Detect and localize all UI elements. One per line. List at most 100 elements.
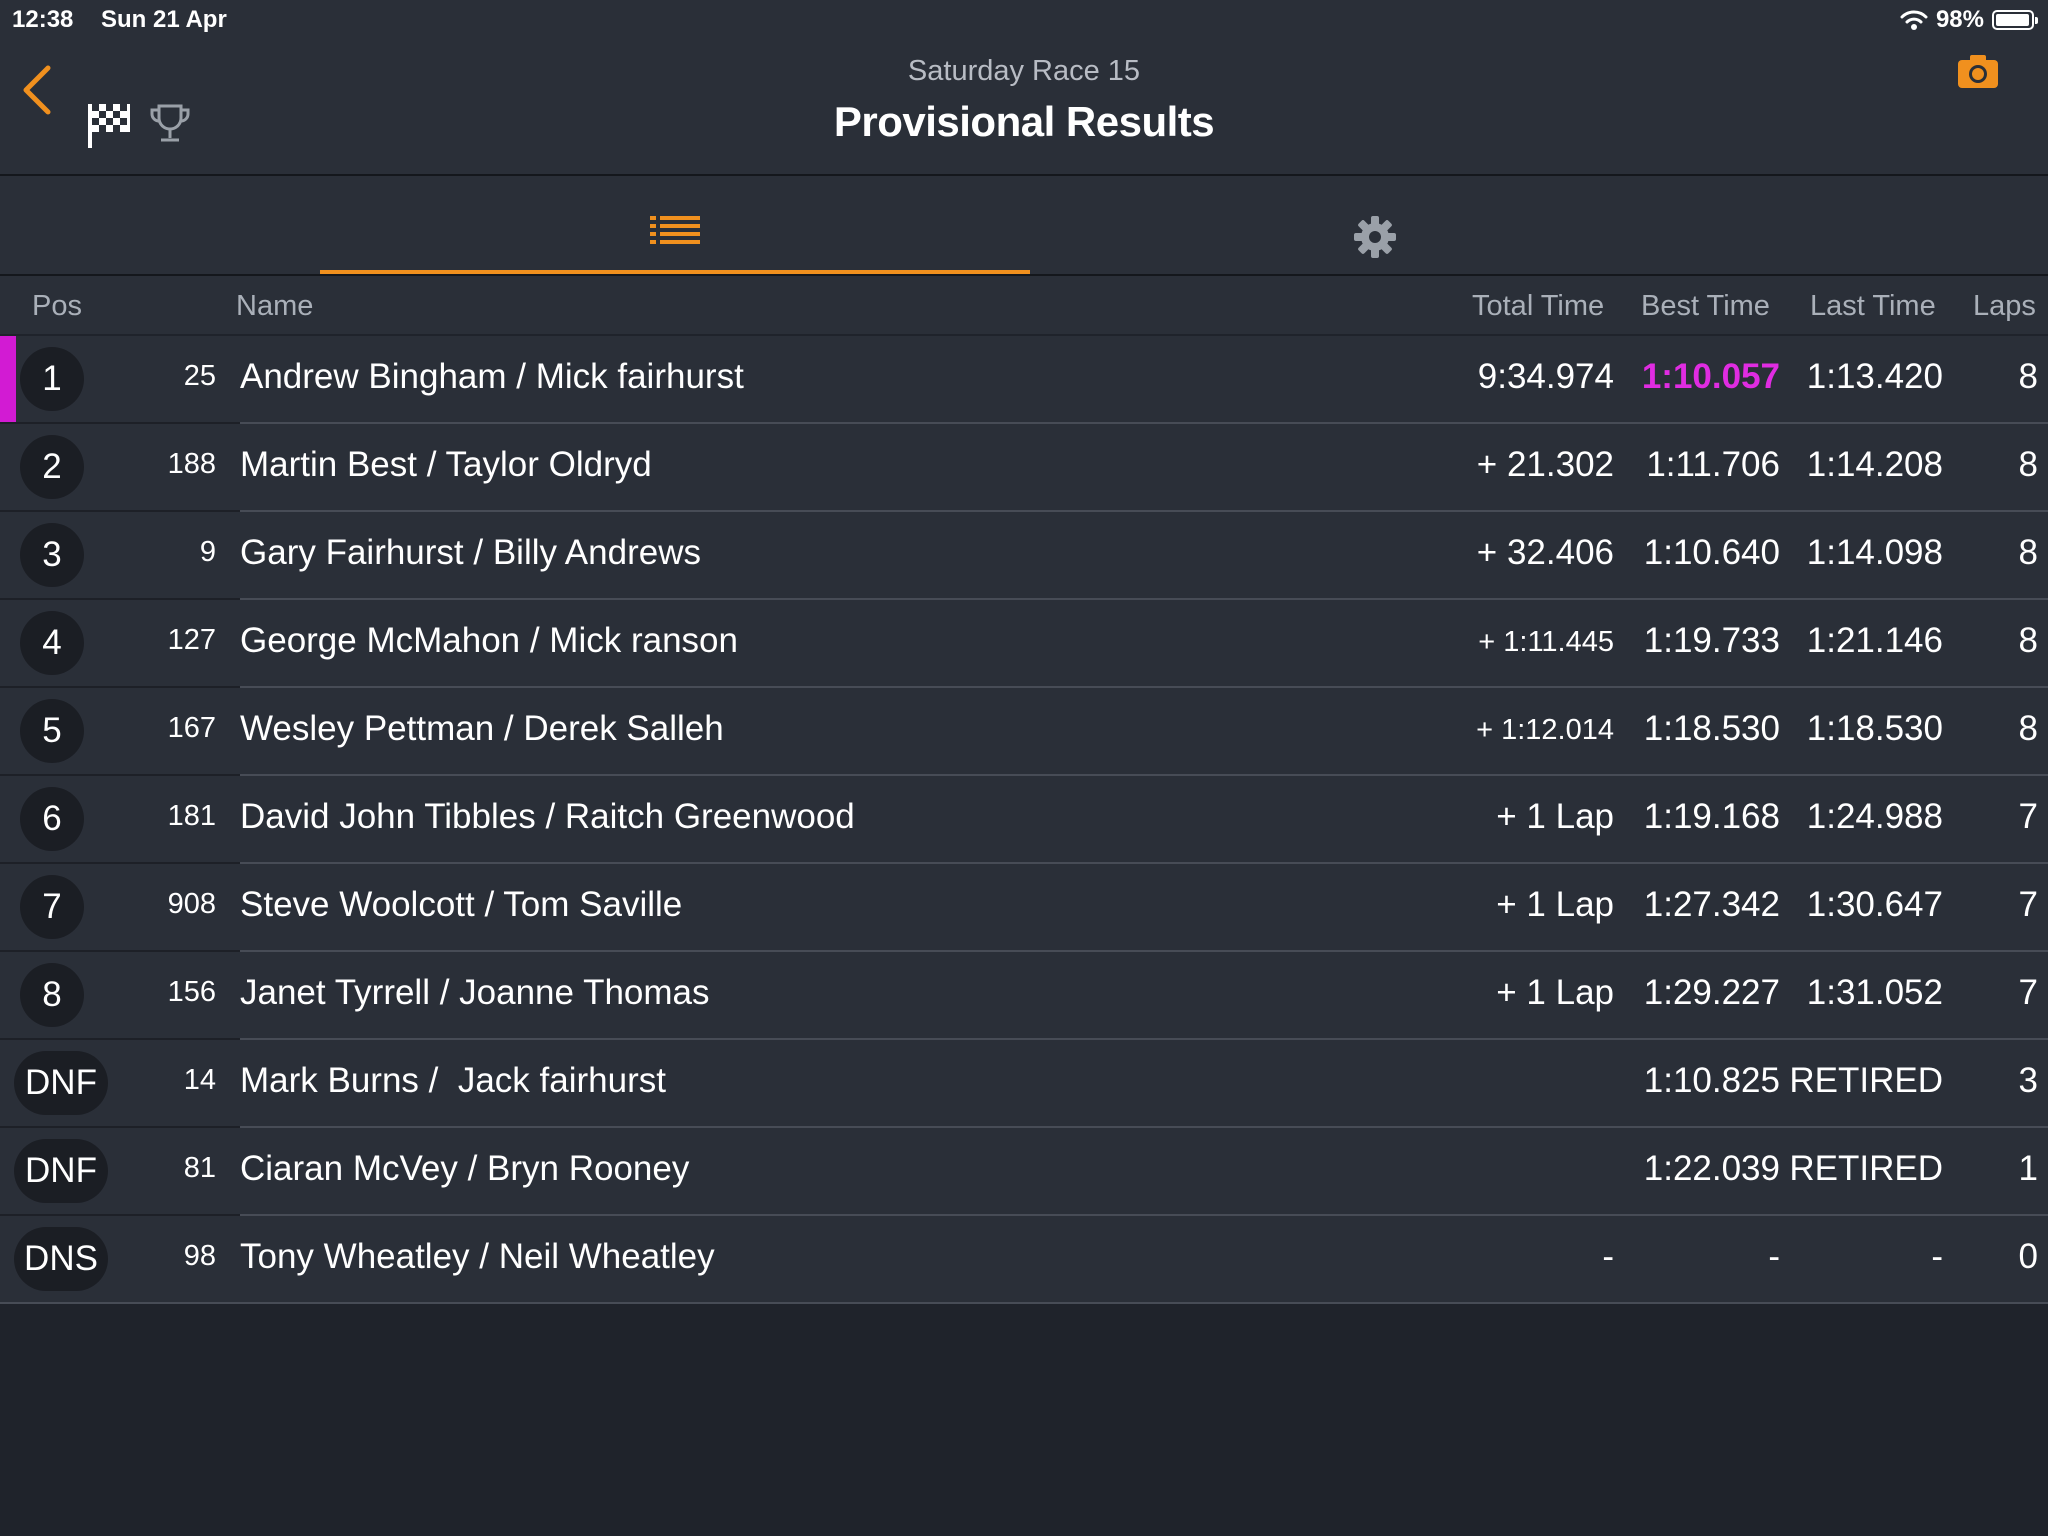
col-name[interactable]: Name [236,290,314,322]
best-time-fastest: 1:10.057 [1641,357,1780,396]
race-number: 167 [167,712,216,744]
driver-names: Mark Burns / Jack fairhurst [240,1061,666,1100]
laps: 7 [2018,885,2038,924]
race-number: 181 [167,800,216,832]
best-time: 1:19.733 [1643,621,1780,660]
last-time: 1:14.098 [1806,533,1943,572]
trophy-icon[interactable] [148,102,192,146]
wifi-icon [1900,10,1928,30]
col-laps[interactable]: Laps [1973,290,2036,322]
total-time: - [1602,1237,1614,1276]
page-title: Provisional Results [833,98,1215,145]
battery-icon [1992,10,2038,30]
position-badge: 1 [20,347,84,411]
total-time: + 32.406 [1476,533,1614,572]
col-last-time[interactable]: Last Time [1810,290,1936,322]
laps: 7 [2018,973,2038,1012]
best-time: 1:19.168 [1643,797,1780,836]
col-pos[interactable]: Pos [32,290,82,322]
race-subtitle: Saturday Race 15 [907,55,1141,87]
laps: 8 [2018,621,2038,660]
race-number: 127 [167,624,216,656]
column-header: Pos Name Total Time Best Time Last Time … [0,276,2048,334]
last-time: 1:14.208 [1806,445,1943,484]
table-row[interactable]: DNS 98 Tony Wheatley / Neil Wheatley - -… [0,1216,2048,1304]
laps: 0 [2018,1237,2038,1276]
table-row[interactable]: 5 167 Wesley Pettman / Derek Salleh + 1:… [0,688,2048,776]
camera-icon[interactable] [1956,52,2000,90]
position-badge: DNF [14,1139,108,1203]
last-time: - [1931,1237,1943,1276]
total-time: + 1:12.014 [1476,714,1614,746]
total-time: + 1 Lap [1496,885,1614,924]
race-number: 9 [199,536,216,568]
laps: 8 [2018,357,2038,396]
last-time: 1:13.420 [1806,357,1943,396]
race-number: 25 [183,360,216,392]
best-time: 1:29.227 [1643,973,1780,1012]
laps: 8 [2018,445,2038,484]
best-time: 1:22.039 [1643,1149,1780,1188]
race-number: 14 [183,1064,216,1096]
race-number: 156 [167,976,216,1008]
table-row[interactable]: 8 156 Janet Tyrrell / Joanne Thomas + 1 … [0,952,2048,1040]
laps: 8 [2018,533,2038,572]
position-badge: 4 [20,611,84,675]
last-time: 1:30.647 [1806,885,1943,924]
position-badge: 6 [20,787,84,851]
table-row[interactable]: 1 25 Andrew Bingham / Mick fairhurst 9:3… [0,336,2048,424]
driver-names: Martin Best / Taylor Oldryd [240,445,652,484]
laps: 1 [2018,1149,2038,1188]
driver-names: Wesley Pettman / Derek Salleh [240,709,724,748]
driver-names: Gary Fairhurst / Billy Andrews [240,533,701,572]
total-time: + 1:11.445 [1478,626,1614,658]
driver-names: Janet Tyrrell / Joanne Thomas [240,973,710,1012]
best-time: - [1768,1237,1780,1276]
laps: 7 [2018,797,2038,836]
table-row[interactable]: 6 181 David John Tibbles / Raitch Greenw… [0,776,2048,864]
driver-names: Steve Woolcott / Tom Saville [240,885,683,924]
back-chevron-icon[interactable] [18,60,58,120]
leader-marker [0,336,16,422]
race-number: 908 [167,888,216,920]
status-bar: 12:38 Sun 21 Apr 98% [0,0,2048,38]
last-time: 1:24.988 [1806,797,1943,836]
last-time: RETIRED [1789,1061,1943,1100]
status-right: 98% [1900,6,2038,34]
tab-settings[interactable] [1030,176,1720,274]
driver-names: Tony Wheatley / Neil Wheatley [240,1237,715,1276]
col-total-time[interactable]: Total Time [1472,290,1605,322]
checkered-flag-icon[interactable] [86,100,132,150]
best-time: 1:10.640 [1643,533,1780,572]
table-row[interactable]: 4 127 George McMahon / Mick ranson + 1:1… [0,600,2048,688]
col-best-time[interactable]: Best Time [1641,290,1770,322]
driver-names: Ciaran McVey / Bryn Rooney [240,1149,690,1188]
status-date: Sun 21 Apr [101,6,227,33]
position-badge: 5 [20,699,84,763]
position-badge: 7 [20,875,84,939]
total-time: 9:34.974 [1477,357,1614,396]
race-number: 81 [183,1152,216,1184]
race-number: 188 [167,448,216,480]
best-time: 1:11.706 [1646,445,1780,484]
tab-bar [0,176,2048,276]
table-row[interactable]: DNF 81 Ciaran McVey / Bryn Rooney 1:22.0… [0,1128,2048,1216]
table-row[interactable]: 7 908 Steve Woolcott / Tom Saville + 1 L… [0,864,2048,952]
tab-results-list[interactable] [320,176,1030,274]
position-badge: 8 [20,963,84,1027]
table-row[interactable]: 3 9 Gary Fairhurst / Billy Andrews + 32.… [0,512,2048,600]
total-time: + 21.302 [1476,445,1614,484]
laps: 3 [2018,1061,2038,1100]
best-time: 1:27.342 [1643,885,1780,924]
battery-percent: 98% [1935,6,1984,33]
nav-header: Saturday Race 15 Provisional Results [0,38,2048,176]
driver-names: George McMahon / Mick ranson [240,621,738,660]
total-time: + 1 Lap [1496,797,1614,836]
last-time: 1:21.146 [1806,621,1943,660]
status-time: 12:38 [12,6,74,33]
last-time: 1:31.052 [1806,973,1943,1012]
table-row[interactable]: DNF 14 Mark Burns / Jack fairhurst 1:10.… [0,1040,2048,1128]
table-row[interactable]: 2 188 Martin Best / Taylor Oldryd + 21.3… [0,424,2048,512]
position-badge: DNF [14,1051,108,1115]
total-time: + 1 Lap [1496,973,1614,1012]
